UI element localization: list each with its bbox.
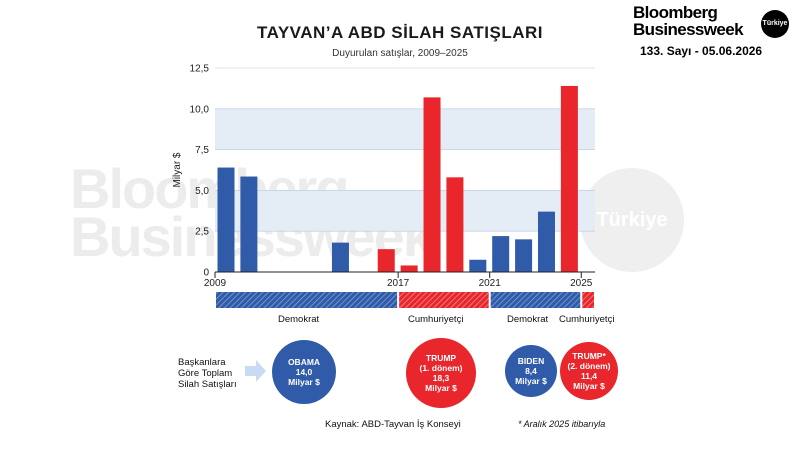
trump1-unit: Milyar $ (425, 383, 457, 393)
x-tick-label: 2025 (570, 278, 593, 289)
y-tick-label: 10,0 (190, 104, 210, 115)
totals-side-label: Başkanlara Göre Toplam Silah Satışları (178, 357, 237, 390)
totals-side-label-1: Başkanlara (178, 357, 226, 368)
y-tick-label: 7,5 (195, 145, 209, 156)
grid-layer (215, 67, 595, 273)
bar-2016 (377, 249, 395, 272)
party-label-republican-1: Cumhuriyetçi (408, 314, 464, 325)
x-tick-label: 2021 (479, 278, 502, 289)
bars-layer (217, 85, 578, 273)
chart-subtitle: Duyurulan satışlar, 2009–2025 (332, 48, 468, 59)
period-band-0 (216, 292, 398, 308)
trump2-value: 11,4 (580, 371, 598, 381)
obama-name: OBAMA (287, 357, 321, 367)
brand-line-1: Bloomberg (633, 3, 718, 22)
period-band-2 (490, 292, 581, 308)
trump1-value: 18,3 (432, 373, 450, 383)
bar-2018 (423, 97, 441, 272)
y-tick-label: 5,0 (195, 186, 209, 197)
party-label-republican-2: Cumhuriyetçi (559, 314, 615, 325)
issue-label: 133. Sayı - 05.06.2026 (640, 44, 763, 58)
brand-logo: Bloomberg Businessweek Türkiye (633, 4, 793, 38)
biden-value: 8,4 (525, 366, 537, 376)
bar-2009 (217, 167, 235, 272)
bar-2020 (469, 259, 487, 272)
obama-unit: Milyar $ (288, 377, 320, 387)
trump2-unit: Milyar $ (573, 381, 605, 391)
bar-2017 (400, 265, 418, 272)
x-tick-label: 2017 (387, 278, 410, 289)
brand-line-2: Businessweek (633, 20, 744, 39)
footnote: * Aralık 2025 itibarıyla (518, 419, 606, 429)
bar-2010 (240, 176, 258, 272)
trump1-term: (1. dönem) (419, 363, 463, 373)
brand-badge: Türkiye (761, 10, 789, 38)
party-label-democrat-2: Demokrat (507, 314, 549, 325)
bar-2019 (446, 177, 464, 272)
grid-band (215, 190, 595, 232)
totals-side-label-2: Göre Toplam (178, 368, 233, 379)
bar-2023 (537, 211, 555, 272)
trump1-name: TRUMP (425, 353, 457, 363)
bar-2024 (560, 85, 578, 273)
x-tick-label: 2009 (204, 278, 227, 289)
biden-total-circle: BIDEN 8,4 Milyar $ (505, 345, 557, 397)
period-band-3 (582, 292, 594, 308)
watermark-badge: Türkiye (580, 168, 684, 272)
trump1-total-circle: TRUMP (1. dönem) 18,3 Milyar $ (406, 338, 476, 408)
bar-2014 (331, 242, 349, 272)
biden-name: BIDEN (517, 356, 545, 366)
grid-band (215, 108, 595, 150)
y-axis-label: Milyar $ (172, 152, 183, 187)
y-tick-label: 0 (203, 268, 209, 279)
obama-value: 14,0 (295, 367, 313, 377)
y-tick-label: 2,5 (195, 227, 209, 238)
axes-layer: 0 2,5 5,0 7,5 10,0 12,5 Milyar $ 2009 2017 2021 20… (172, 64, 595, 289)
y-tick-label: 12,5 (190, 64, 210, 75)
obama-total-circle: OBAMA 14,0 Milyar $ (272, 340, 336, 404)
party-label-democrat-1: Demokrat (278, 314, 320, 325)
chart-title: TAYVAN’A ABD SİLAH SATIŞLARI (256, 23, 543, 42)
trump2-term: (2. dönem) (567, 361, 611, 371)
source-note: Kaynak: ABD-Tayvan İş Konseyi (325, 419, 461, 430)
totals-side-label-3: Silah Satışları (178, 379, 237, 390)
biden-unit: Milyar $ (515, 376, 547, 386)
trump2-total-circle: TRUMP* (2. dönem) 11,4 Milyar $ (560, 342, 618, 400)
trump2-name: TRUMP* (572, 351, 606, 361)
bar-2022 (515, 239, 533, 272)
period-bands-layer (216, 292, 594, 308)
bar-2021 (492, 236, 510, 272)
period-band-1 (399, 292, 489, 308)
